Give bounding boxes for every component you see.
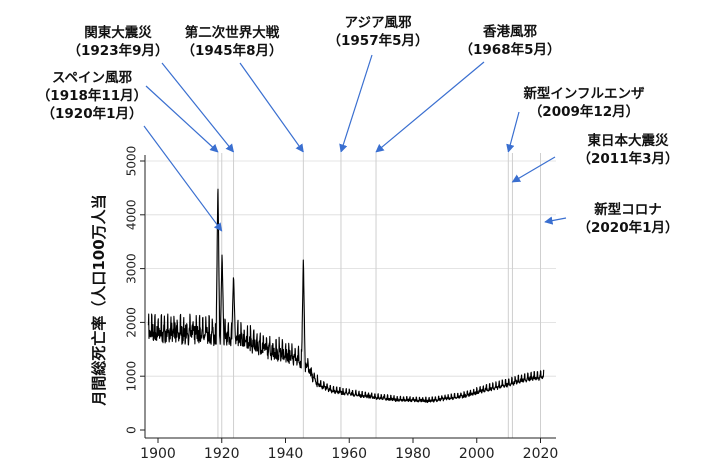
series-group: [148, 189, 543, 402]
event-date: （1945年8月）: [182, 42, 283, 59]
event-label: 東日本大震災: [588, 132, 669, 149]
event-arrow: [376, 62, 484, 152]
mortality-chart: 010002000300040005000 1900 1920 1940 1960 19…: [0, 0, 714, 476]
event-date: （2011年3月）: [578, 150, 679, 167]
event-date: （1918年11月）: [37, 87, 147, 104]
x-ticks: 1900 1920 1940 1960 1980 2000 2020: [140, 438, 558, 462]
event-label: 新型インフルエンザ: [523, 85, 645, 102]
event-date: （1920年1月）: [42, 105, 143, 122]
event-arrow: [545, 218, 566, 222]
event-date: （1968年5月）: [460, 41, 561, 58]
x-tick-label: 1920: [204, 446, 240, 462]
y-tick-label: 5000: [125, 146, 139, 177]
y-ticks: 0 1000 2000 3000 4000 5000: [125, 146, 146, 434]
event-label: 香港風邪: [482, 23, 537, 40]
series-line-mortality: [148, 189, 543, 402]
event-date: （1923年9月）: [68, 42, 169, 59]
event-date: （1957年5月）: [328, 32, 429, 49]
x-tick-label: 1960: [331, 446, 367, 462]
event-label: スペイン風邪: [52, 70, 133, 86]
event-date: （2009年12月）: [529, 103, 639, 120]
event-label: 第二次世界大戦: [185, 24, 280, 41]
y-tick-label: 4000: [125, 200, 139, 231]
event-arrow: [240, 63, 303, 152]
event-label: アジア風邪: [345, 15, 412, 31]
event-arrow: [162, 63, 234, 152]
event-date: （2020年1月）: [578, 219, 679, 236]
x-tick-label: 1900: [140, 446, 176, 462]
y-tick-label: 3000: [125, 253, 139, 284]
y-axis-label: 月間総死亡率（人口100万人当: [90, 194, 108, 406]
x-tick-label: 2020: [523, 446, 559, 462]
event-arrow: [508, 112, 519, 152]
y-tick-label: 2000: [125, 307, 139, 338]
event-label: 関東大震災: [84, 24, 152, 41]
x-tick-label: 1940: [268, 446, 304, 462]
x-tick-label: 1980: [395, 446, 431, 462]
grid-lines: [146, 161, 556, 376]
event-arrow: [341, 55, 372, 152]
y-tick-label: 0: [125, 426, 139, 434]
x-tick-label: 2000: [459, 446, 495, 462]
y-tick-label: 1000: [125, 361, 139, 392]
event-lines: [218, 153, 541, 438]
event-label: 新型コロナ: [594, 201, 662, 218]
